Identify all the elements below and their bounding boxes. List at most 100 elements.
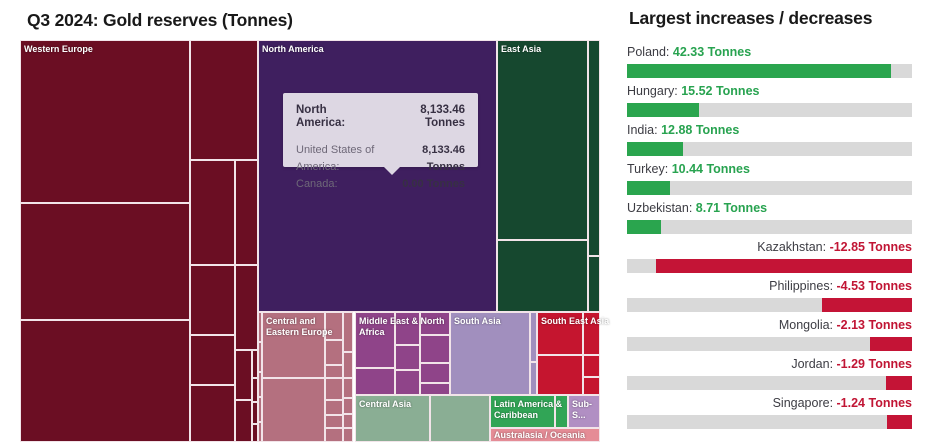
treemap-tile-western-europe-3[interactable]	[190, 40, 258, 160]
treemap-tile-western-europe-6[interactable]	[190, 335, 235, 385]
change-row-kazakhstan: Kazakhstan: -12.85 Tonnes	[627, 239, 912, 273]
treemap-tile-south-east-asia-3[interactable]	[583, 355, 600, 377]
change-label-uzbekistan: Uzbekistan: 8.71 Tonnes	[627, 200, 912, 217]
change-label-singapore: Singapore: -1.24 Tonnes	[627, 395, 912, 412]
treemap-tile-south-east-asia-1[interactable]	[537, 355, 583, 395]
bar-fill-poland	[627, 64, 891, 78]
country-name: Turkey:	[627, 162, 672, 176]
change-value: 8.71 Tonnes	[695, 201, 768, 215]
change-label-mongolia: Mongolia: -2.13 Tonnes	[627, 317, 912, 334]
treemap-tile-south-east-asia-2[interactable]	[583, 312, 600, 355]
treemap-tile-central-and-eastern-europe-2[interactable]	[258, 312, 262, 342]
treemap-tile-central-and-eastern-europe-14[interactable]	[343, 312, 353, 352]
treemap-tile-central-and-eastern-europe-18[interactable]	[343, 414, 353, 428]
treemap-tile-central-and-eastern-europe-1[interactable]	[262, 378, 325, 442]
change-row-hungary: Hungary: 15.52 Tonnes	[627, 83, 912, 117]
treemap-tile-central-and-eastern-europe-5[interactable]	[258, 397, 262, 422]
bar-fill-hungary	[627, 103, 699, 117]
tooltip-country-label: United States of America:	[296, 144, 375, 173]
treemap-tile-australasia-oceania[interactable]	[490, 428, 600, 442]
treemap-tile-middle-east-north-africa-5[interactable]	[420, 312, 450, 335]
change-value: 12.88 Tonnes	[661, 123, 740, 137]
treemap-tile-western-europe-5[interactable]	[190, 265, 235, 335]
treemap-tile-western-europe-1[interactable]	[20, 203, 190, 320]
treemap-tile-western-europe-2[interactable]	[20, 320, 190, 442]
bar-fill-turkey	[627, 181, 670, 195]
treemap-tile-latin-america-caribbean[interactable]	[490, 395, 555, 428]
bar-track-mongolia	[627, 337, 912, 351]
bar-track-philippines	[627, 298, 912, 312]
change-value: -2.13 Tonnes	[836, 318, 912, 332]
treemap-tile-middle-east-north-africa-3[interactable]	[395, 345, 420, 370]
treemap-tile-central-and-eastern-europe-9[interactable]	[325, 365, 343, 378]
treemap-tile-central-and-eastern-europe-10[interactable]	[325, 378, 343, 400]
change-value: -4.53 Tonnes	[836, 279, 912, 293]
country-name: Kazakhstan:	[757, 240, 830, 254]
treemap-tile-western-europe-12[interactable]	[252, 350, 258, 378]
treemap-tile-western-europe[interactable]	[20, 40, 190, 203]
change-label-poland: Poland: 42.33 Tonnes	[627, 44, 912, 61]
treemap-tile-middle-east-north-africa[interactable]	[355, 312, 395, 368]
treemap-tile-latin-america-caribbean-1[interactable]	[555, 395, 568, 428]
treemap-tile-western-europe-8[interactable]	[235, 160, 258, 265]
treemap-tile-western-europe-10[interactable]	[235, 350, 252, 400]
treemap-tile-east-asia-2[interactable]	[588, 40, 600, 256]
change-label-jordan: Jordan: -1.29 Tonnes	[627, 356, 912, 373]
treemap-tile-western-europe-7[interactable]	[190, 385, 235, 442]
treemap-tile-east-asia-3[interactable]	[588, 256, 600, 312]
bar-fill-kazakhstan	[655, 259, 912, 273]
treemap-tile-central-asia[interactable]	[355, 395, 430, 442]
treemap-tile-middle-east-north-africa-8[interactable]	[420, 383, 450, 395]
treemap-tile-central-and-eastern-europe-6[interactable]	[258, 422, 262, 442]
tooltip-country-value: 0.00 Tonnes	[402, 178, 465, 190]
treemap-tile-western-europe-14[interactable]	[252, 402, 258, 424]
changes-bar-list: Poland: 42.33 Tonnes Hungary: 15.52 Tonne…	[627, 44, 912, 434]
treemap-tile-south-asia-2[interactable]	[530, 362, 537, 395]
treemap-tile-central-and-eastern-europe-7[interactable]	[325, 312, 343, 340]
treemap-tile-sub-saharan-africa[interactable]	[568, 395, 600, 428]
treemap-tile-south-asia-1[interactable]	[530, 312, 537, 362]
treemap-tile-south-east-asia-4[interactable]	[583, 377, 600, 395]
treemap-tile-middle-east-north-africa-4[interactable]	[395, 370, 420, 395]
gold-reserves-treemap: Western Europe North America East Asia Cent…	[20, 40, 609, 442]
treemap-tile-central-and-eastern-europe-13[interactable]	[325, 428, 343, 442]
treemap-tile-south-asia[interactable]	[450, 312, 530, 395]
treemap-tile-middle-east-north-africa-1[interactable]	[355, 368, 395, 395]
treemap-tile-middle-east-north-africa-7[interactable]	[420, 363, 450, 383]
treemap-tile-central-and-eastern-europe-15[interactable]	[343, 352, 353, 378]
treemap-tile-central-and-eastern-europe-8[interactable]	[325, 340, 343, 365]
treemap-tile-western-europe-11[interactable]	[235, 400, 252, 442]
country-name: Singapore:	[772, 396, 837, 410]
bar-track-kazakhstan	[627, 259, 912, 273]
change-row-turkey: Turkey: 10.44 Tonnes	[627, 161, 912, 195]
treemap-tile-central-and-eastern-europe-12[interactable]	[325, 415, 343, 428]
treemap-tile-central-and-eastern-europe-19[interactable]	[343, 428, 353, 442]
treemap-tile-middle-east-north-africa-6[interactable]	[420, 335, 450, 363]
treemap-tile-south-east-asia[interactable]	[537, 312, 583, 355]
treemap-tile-western-europe-4[interactable]	[190, 160, 235, 265]
bar-track-poland	[627, 64, 912, 78]
treemap-tile-central-and-eastern-europe-11[interactable]	[325, 400, 343, 415]
treemap-tile-north-america[interactable]	[258, 40, 497, 312]
treemap-tile-central-and-eastern-europe-17[interactable]	[343, 398, 353, 414]
treemap-tile-central-and-eastern-europe-3[interactable]	[258, 342, 262, 372]
change-value: -1.24 Tonnes	[836, 396, 912, 410]
treemap-tile-central-and-eastern-europe-16[interactable]	[343, 378, 353, 398]
treemap-tile-central-and-eastern-europe[interactable]	[262, 312, 325, 378]
treemap-tile-western-europe-13[interactable]	[252, 378, 258, 402]
change-label-turkey: Turkey: 10.44 Tonnes	[627, 161, 912, 178]
change-row-jordan: Jordan: -1.29 Tonnes	[627, 356, 912, 390]
tooltip-header: North America: 8,133.46 Tonnes	[296, 104, 465, 130]
tooltip-row: Canada: 0.00 Tonnes	[296, 176, 465, 193]
treemap-tile-central-and-eastern-europe-4[interactable]	[258, 372, 262, 397]
bar-fill-philippines	[821, 298, 912, 312]
treemap-tile-central-asia-1[interactable]	[430, 395, 490, 442]
country-name: Poland:	[627, 45, 673, 59]
treemap-tile-middle-east-north-africa-2[interactable]	[395, 312, 420, 345]
treemap-tile-east-asia[interactable]	[497, 40, 588, 240]
change-row-india: India: 12.88 Tonnes	[627, 122, 912, 156]
tooltip-arrow	[383, 166, 401, 175]
country-name: Philippines:	[769, 279, 837, 293]
treemap-tile-east-asia-1[interactable]	[497, 240, 588, 312]
treemap-tile-western-europe-9[interactable]	[235, 265, 258, 350]
